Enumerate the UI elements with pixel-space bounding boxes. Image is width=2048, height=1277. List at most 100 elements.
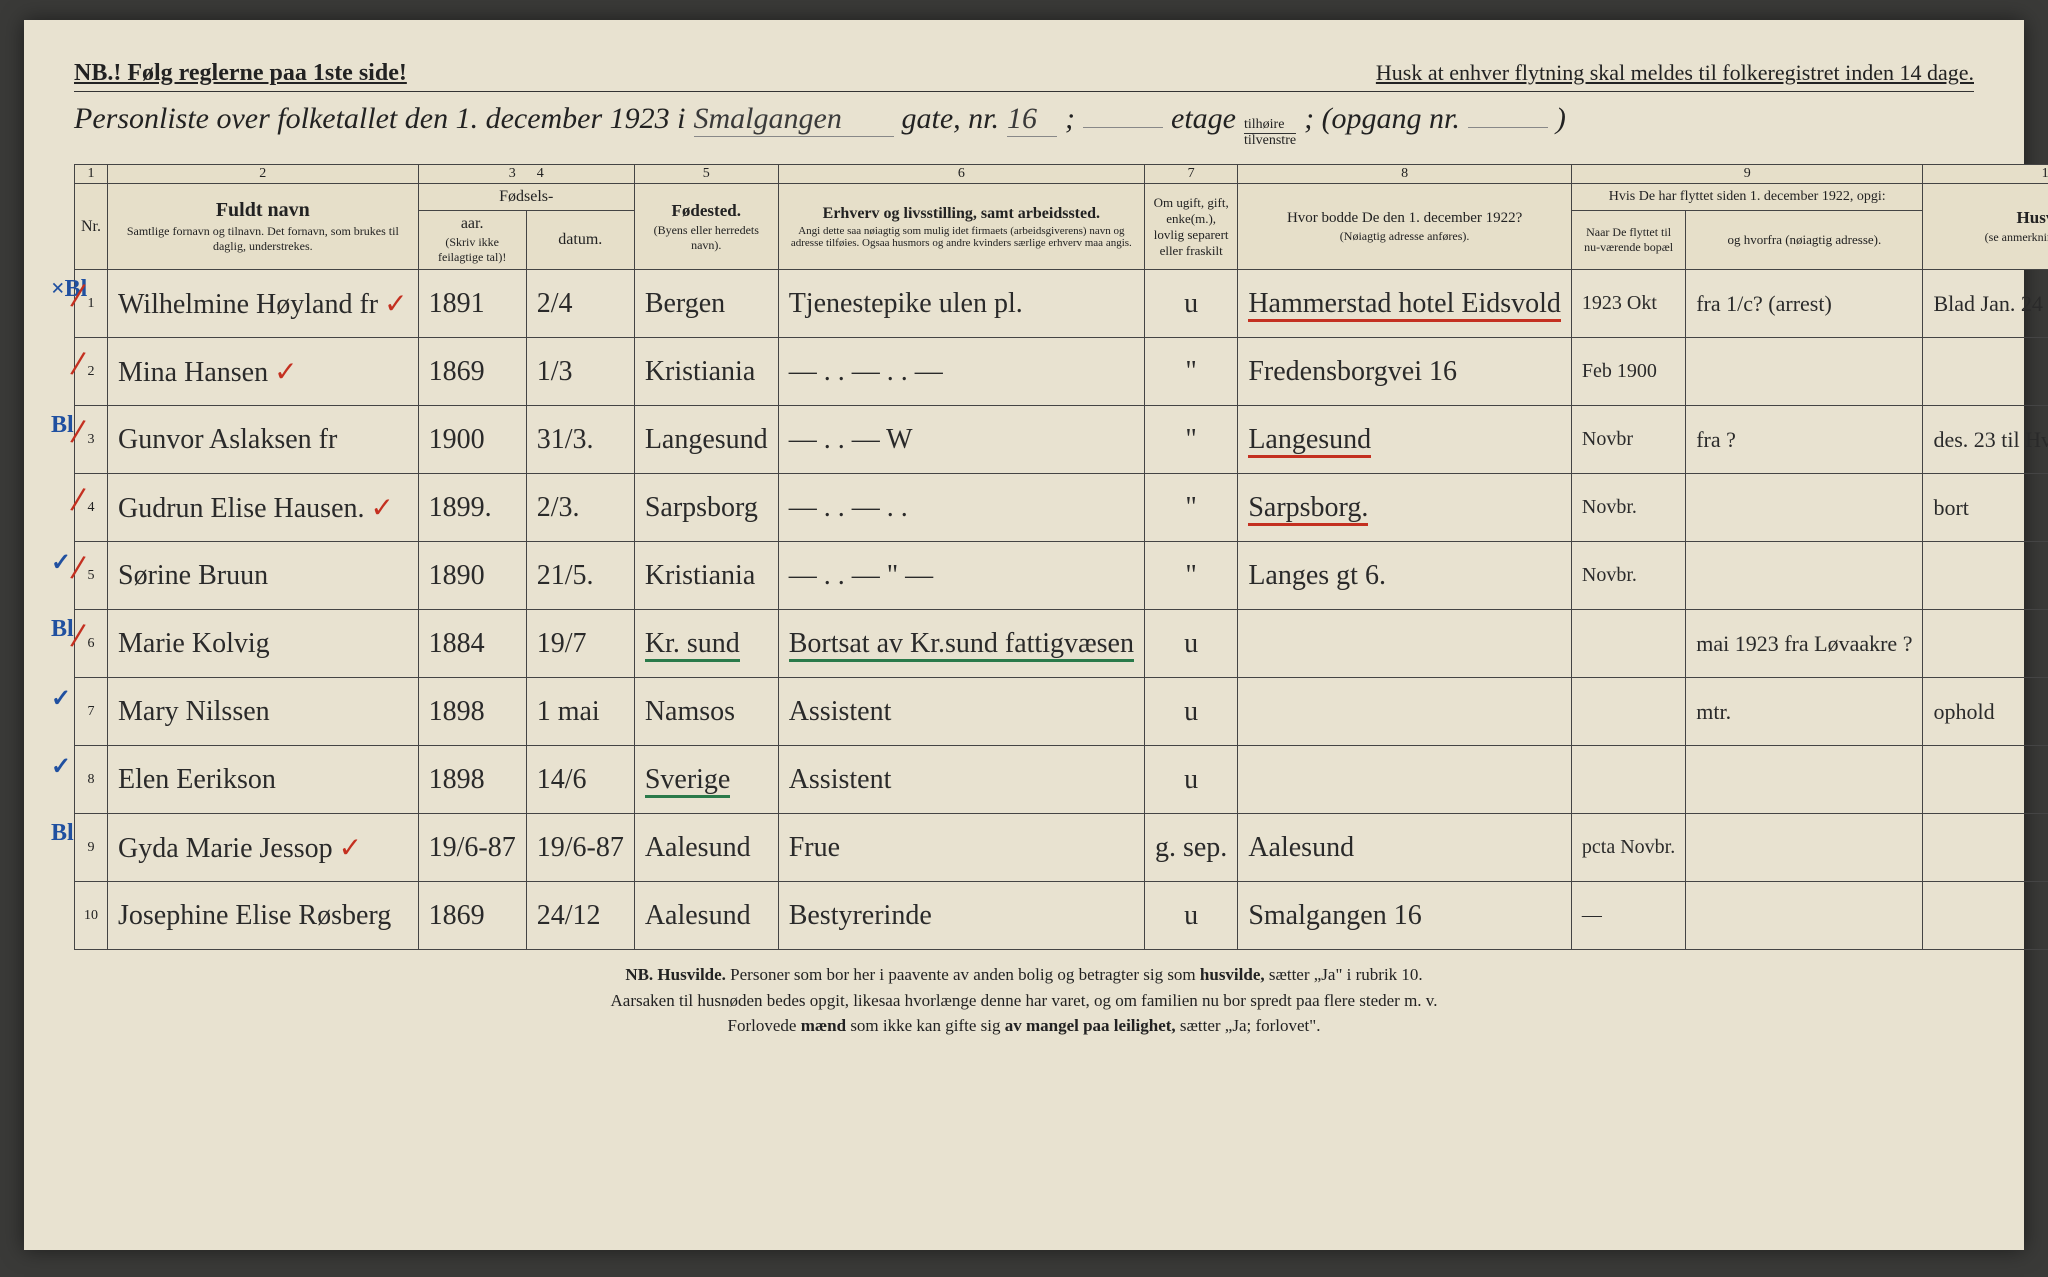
- row-nr: Bl9: [75, 814, 108, 882]
- table-row: ✓8Elen Eerikson189814/6SverigeAssistentu: [75, 746, 2048, 814]
- table-row: ✓7Mary Nilssen18981 maiNamsosAssistentum…: [75, 678, 2048, 746]
- row-occupation: Bestyrerinde: [778, 882, 1144, 950]
- row-husvilde: [1923, 746, 2048, 814]
- row-birthplace: Aalesund: [634, 882, 778, 950]
- row-marital: u: [1144, 678, 1237, 746]
- row-occupation: Bortsat av Kr.sund fattigvæsen: [778, 610, 1144, 678]
- row-husvilde: [1923, 882, 2048, 950]
- row-marital: u: [1144, 882, 1237, 950]
- table-row: ✓/5Sørine Bruun189021/5.Kristiania— . . …: [75, 542, 2048, 610]
- row-nr: 10: [75, 882, 108, 950]
- etage-label: etage: [1171, 102, 1236, 136]
- th-fodested: Fødested. (Byens eller herredets navn).: [634, 184, 778, 270]
- row-husvilde: bort: [1923, 474, 2048, 542]
- row-date: 14/6: [526, 746, 634, 814]
- row-year: 1900: [418, 406, 526, 474]
- row-moved: —: [1571, 882, 1685, 950]
- husk-instruction: Husk at enhver flytning skal meldes til …: [1376, 60, 1974, 86]
- row-date: 21/5.: [526, 542, 634, 610]
- row-year: 19/6-87: [418, 814, 526, 882]
- row-marital: ": [1144, 406, 1237, 474]
- colnum-5: 5: [634, 165, 778, 184]
- row-birthplace: Namsos: [634, 678, 778, 746]
- row-year: 1899.: [418, 474, 526, 542]
- row-moved: Novbr.: [1571, 542, 1685, 610]
- row-name: Josephine Elise Røsberg: [108, 882, 419, 950]
- row-birthplace: Sarpsborg: [634, 474, 778, 542]
- row-addr1922: [1238, 746, 1572, 814]
- side-fraction: tilhøire tilvenstre: [1244, 118, 1296, 148]
- title-line: Personliste over folketallet den 1. dece…: [74, 102, 1974, 148]
- colnum-2: 2: [108, 165, 419, 184]
- row-marital: ": [1144, 474, 1237, 542]
- colnum-7: 7: [1144, 165, 1237, 184]
- street-name: Smalgangen: [694, 102, 894, 137]
- row-whence: mai 1923 fra Løvaakre ?: [1686, 610, 1923, 678]
- row-addr1922: Aalesund: [1238, 814, 1572, 882]
- row-date: 2/4: [526, 270, 634, 338]
- opgang-label: ; (opgang nr.: [1304, 102, 1460, 136]
- row-husvilde: [1923, 814, 2048, 882]
- row-addr1922: Fredensborgvei 16: [1238, 338, 1572, 406]
- th-aar: aar. (Skriv ikke feilagtige tal)!: [418, 211, 526, 270]
- row-date: 31/3.: [526, 406, 634, 474]
- row-occupation: Frue: [778, 814, 1144, 882]
- row-moved: Feb 1900: [1571, 338, 1685, 406]
- row-occupation: Assistent: [778, 746, 1144, 814]
- row-husvilde: ophold: [1923, 678, 2048, 746]
- row-moved: Novbr: [1571, 406, 1685, 474]
- row-year: 1869: [418, 882, 526, 950]
- row-birthplace: Aalesund: [634, 814, 778, 882]
- row-year: 1884: [418, 610, 526, 678]
- colnum-8: 8: [1238, 165, 1572, 184]
- row-occupation: — . . — . .: [778, 474, 1144, 542]
- row-husvilde: [1923, 610, 2048, 678]
- row-addr1922: Langes gt 6.: [1238, 542, 1572, 610]
- row-whence: [1686, 814, 1923, 882]
- row-year: 1890: [418, 542, 526, 610]
- th-addr1922: Hvor bodde De den 1. december 1922? (Nøi…: [1238, 184, 1572, 270]
- th-moved: Naar De flyttet til nu-værende bopæl: [1571, 211, 1685, 270]
- row-addr1922: Smalgangen 16: [1238, 882, 1572, 950]
- header-row-1: Nr. Fuldt navn Samtlige fornavn og tilna…: [75, 184, 2048, 211]
- row-name: Marie Kolvig: [108, 610, 419, 678]
- title-prefix: Personliste over folketallet den 1. dece…: [74, 102, 686, 136]
- row-date: 19/7: [526, 610, 634, 678]
- row-whence: [1686, 746, 1923, 814]
- row-marital: g. sep.: [1144, 814, 1237, 882]
- row-marital: ": [1144, 338, 1237, 406]
- row-nr: ×Bl/1: [75, 270, 108, 338]
- row-name: Mina Hansen✓: [108, 338, 419, 406]
- table-row: Bl9Gyda Marie Jessop✓19/6-8719/6-87Aales…: [75, 814, 2048, 882]
- row-whence: fra ?: [1686, 406, 1923, 474]
- row-moved: [1571, 610, 1685, 678]
- table-row: /4Gudrun Elise Hausen.✓1899.2/3.Sarpsbor…: [75, 474, 2048, 542]
- row-birthplace: Bergen: [634, 270, 778, 338]
- row-date: 1 mai: [526, 678, 634, 746]
- row-birthplace: Kristiania: [634, 542, 778, 610]
- row-year: 1898: [418, 678, 526, 746]
- row-occupation: — . . — W: [778, 406, 1144, 474]
- gate-label: gate, nr.: [902, 102, 1000, 136]
- row-moved: [1571, 678, 1685, 746]
- row-year: 1869: [418, 338, 526, 406]
- colnum-10: 10: [1923, 165, 2048, 184]
- th-whence: og hvorfra (nøiagtig adresse).: [1686, 211, 1923, 270]
- th-fodsels: Fødsels-: [418, 184, 634, 211]
- row-date: 24/12: [526, 882, 634, 950]
- row-addr1922: Sarpsborg.: [1238, 474, 1572, 542]
- row-occupation: — . . — . . —: [778, 338, 1144, 406]
- row-birthplace: Kr. sund: [634, 610, 778, 678]
- street-number: 16: [1007, 102, 1057, 137]
- table-row: Bl/6Marie Kolvig188419/7Kr. sundBortsat …: [75, 610, 2048, 678]
- row-occupation: Assistent: [778, 678, 1144, 746]
- th-husvilde: Husvilde (se anmerkning nedenfor)!: [1923, 184, 2048, 270]
- row-marital: u: [1144, 610, 1237, 678]
- row-marital: ": [1144, 542, 1237, 610]
- row-nr: /4: [75, 474, 108, 542]
- row-addr1922: [1238, 610, 1572, 678]
- colnum-3-4: 3 4: [418, 165, 634, 184]
- row-addr1922: [1238, 678, 1572, 746]
- th-marital: Om ugift, gift, enke(m.), lovlig separer…: [1144, 184, 1237, 270]
- th-nr: Nr.: [75, 184, 108, 270]
